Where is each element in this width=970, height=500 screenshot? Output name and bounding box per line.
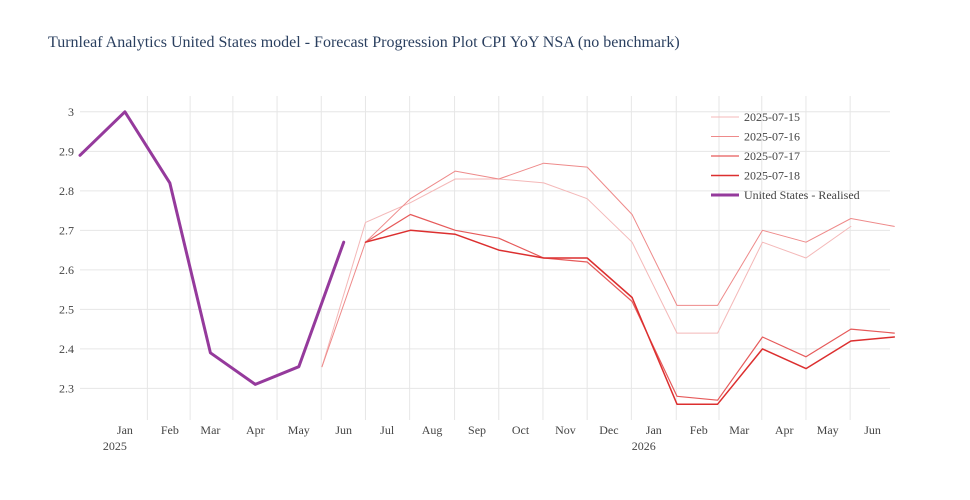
x-tick-label: Sep	[468, 423, 486, 437]
legend-item[interactable]: 2025-07-17	[711, 149, 800, 163]
x-tick-label: Jan	[117, 423, 133, 437]
grid-lines	[80, 96, 890, 420]
x-tick-label: Feb	[690, 423, 708, 437]
y-tick-label: 2.4	[59, 342, 74, 356]
y-tick-label: 2.6	[59, 263, 74, 277]
series-line[interactable]	[78, 110, 346, 386]
legend-label: 2025-07-18	[744, 169, 800, 183]
x-tick-label: May	[288, 423, 310, 437]
series-lines	[78, 110, 896, 405]
series-line[interactable]	[321, 178, 852, 368]
legend-item[interactable]: 2025-07-15	[711, 110, 800, 124]
x-tick-label: Oct	[512, 423, 530, 437]
x-tick-year-label: 2026	[632, 439, 656, 453]
legend-label: 2025-07-17	[744, 149, 800, 163]
x-tick-label: Apr	[775, 423, 794, 437]
series-line[interactable]	[321, 162, 895, 368]
x-tick-year-label: 2025	[103, 439, 127, 453]
y-tick-label: 2.3	[59, 381, 74, 395]
x-tick-label: Feb	[161, 423, 179, 437]
x-tick-label: Dec	[599, 423, 618, 437]
x-tick-label: Jun	[864, 423, 881, 437]
legend-label: United States - Realised	[744, 188, 860, 202]
x-tick-label: Nov	[555, 423, 576, 437]
legend-label: 2025-07-15	[744, 110, 800, 124]
series-line[interactable]	[364, 229, 896, 405]
axis-labels: 2.3 2.4 2.5 2.6 2.7 2.8 2.9 3 Jan 2025 Feb Mar Apr Ma…	[59, 105, 881, 453]
x-tick-label: Jul	[380, 423, 395, 437]
x-tick-label: Jan	[646, 423, 662, 437]
x-tick-label: Apr	[246, 423, 265, 437]
y-tick-label: 2.8	[59, 184, 74, 198]
x-tick-label: May	[817, 423, 839, 437]
x-tick-label: Jun	[335, 423, 352, 437]
legend[interactable]: 2025-07-15 2025-07-16 2025-07-17 2025-07-18…	[711, 110, 860, 202]
chart-title: Turnleaf Analytics United States model -…	[48, 34, 680, 51]
y-tick-label: 2.9	[59, 144, 74, 158]
legend-label: 2025-07-16	[744, 130, 800, 144]
y-tick-label: 2.7	[59, 223, 74, 237]
legend-item[interactable]: United States - Realised	[711, 188, 860, 202]
legend-item[interactable]: 2025-07-18	[711, 169, 800, 183]
x-tick-label: Aug	[422, 423, 443, 437]
series-line[interactable]	[364, 213, 895, 401]
x-tick-label: Mar	[729, 423, 749, 437]
legend-item[interactable]: 2025-07-16	[711, 130, 800, 144]
y-tick-label: 3	[68, 105, 74, 119]
x-tick-label: Mar	[200, 423, 220, 437]
y-tick-label: 2.5	[59, 302, 74, 316]
